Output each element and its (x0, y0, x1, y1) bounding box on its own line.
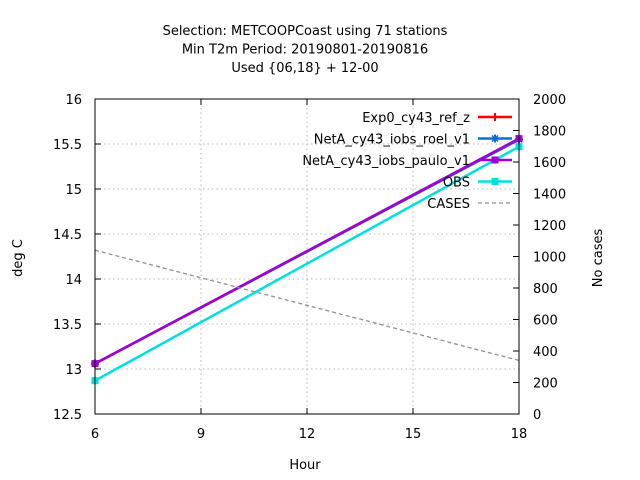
y-axis-ticks: 12.5 13 13.5 14 14.5 15 15.5 16 (53, 93, 101, 423)
series-lines (91, 135, 523, 385)
legend-marker (491, 178, 499, 185)
legend-entry: Exp0_cy43_ref_z (362, 111, 512, 126)
title-line: Min T2m Period: 20190801-20190816 (182, 43, 428, 58)
y2-tick-label: 1600 (533, 156, 566, 171)
y2-tick-label: 600 (533, 314, 558, 329)
y-tick-label: 13.5 (53, 318, 82, 333)
legend-label: OBS (443, 176, 470, 191)
y2-tick-label: 1200 (533, 219, 566, 234)
y-tick-label: 15 (65, 183, 82, 198)
y-axis-label: deg C (11, 239, 26, 277)
title-line: Used {06,18} + 12-00 (231, 61, 378, 76)
legend-label: Exp0_cy43_ref_z (362, 111, 470, 126)
title-line: Selection: METCOOPCoast using 71 station… (163, 24, 448, 39)
x-tick-label: 6 (91, 427, 99, 442)
legend-label: NetA_cy43_iobs_paulo_v1 (302, 154, 470, 169)
y-tick-label: 14.5 (53, 228, 82, 243)
legend-marker (491, 134, 499, 143)
y-tick-label: 15.5 (53, 138, 82, 153)
y2-tick-label: 2000 (533, 93, 566, 108)
legend: Exp0_cy43_ref_z NetA_cy43_iobs_roel_v1 Net… (302, 111, 512, 212)
x-tick-label: 9 (197, 427, 205, 442)
legend-marker (491, 156, 499, 164)
y-tick-label: 13 (65, 363, 82, 378)
series-line-neta-cy43-iobs-paulo-v1 (94, 137, 520, 365)
y2-tick-label: 1400 (533, 188, 566, 203)
legend-entry: OBS (443, 176, 512, 191)
y2-tick-label: 400 (533, 345, 558, 360)
x-tick-label: 12 (299, 427, 316, 442)
legend-marker (491, 113, 499, 121)
y-tick-label: 14 (65, 273, 82, 288)
x-tick-label: 15 (405, 427, 422, 442)
legend-label: NetA_cy43_iobs_roel_v1 (314, 133, 470, 148)
legend-entry: NetA_cy43_iobs_roel_v1 (314, 133, 512, 148)
chart-title: Selection: METCOOPCoast using 71 station… (163, 24, 448, 76)
y2-tick-label: 800 (533, 282, 558, 297)
plot-frame (94, 98, 520, 415)
x-axis-ticks: 6 9 12 15 18 (91, 99, 527, 442)
y2-tick-label: 1000 (533, 251, 566, 266)
y2-tick-label: 200 (533, 377, 558, 392)
grid-lines (95, 99, 519, 414)
x-axis-label: Hour (289, 458, 321, 473)
y-tick-label: 12.5 (53, 408, 82, 423)
y-tick-label: 16 (65, 93, 82, 108)
series-line-obs (94, 145, 520, 382)
legend-entry: CASES (427, 197, 512, 212)
legend-label: CASES (427, 197, 470, 212)
x-tick-label: 18 (511, 427, 528, 442)
y2-tick-label: 0 (533, 408, 541, 423)
y2-tick-label: 1800 (533, 125, 566, 140)
legend-entry: NetA_cy43_iobs_paulo_v1 (302, 154, 512, 169)
y2-axis-label: No cases (591, 229, 606, 288)
series-line-cases (94, 249, 520, 362)
